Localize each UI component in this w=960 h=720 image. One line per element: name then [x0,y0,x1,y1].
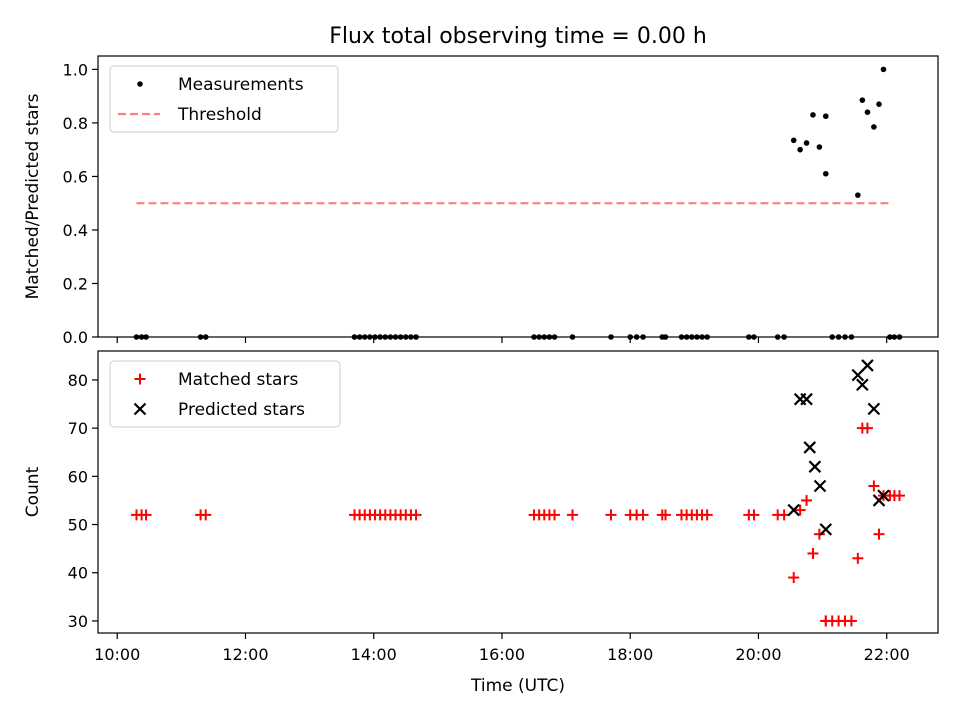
matched-point [794,504,806,516]
y-tick-label: 70 [68,419,88,438]
chart-title: Flux total observing time = 0.00 h [329,24,707,49]
predicted-point [851,368,865,382]
x-tick-label: 14:00 [351,645,397,664]
y-tick-label: 80 [68,371,88,390]
measurement-point [876,101,882,107]
plot-frame [97,55,939,338]
x-b [861,359,874,372]
predicted-point [813,479,827,493]
x-b [800,392,813,406]
measurement-point [855,192,861,198]
matched-point [868,480,880,492]
x-b [813,479,827,493]
y-tick-label: 1.0 [63,60,88,79]
matched-point [748,509,760,521]
y-tick-label: 60 [68,467,88,486]
y-axis-label: Matched/Predicted stars [23,93,43,299]
matched-point [861,422,873,434]
x-b [803,441,817,454]
matched-point [813,528,825,540]
y-tick-label: 0.6 [63,167,88,186]
predicted-point [819,523,833,536]
measurement-point [864,109,871,115]
measurement-point [816,144,823,150]
y-axis-label: Count [23,466,43,517]
series-matched-stars [130,422,906,627]
plot-frame [97,350,939,634]
x-b [856,378,869,392]
predicted-point [856,378,869,392]
legend-marker [133,402,147,416]
legend: Measurements Threshold [109,65,339,133]
matched-point [845,615,857,627]
x-axis-label: Time (UTC) [470,676,565,696]
matched-point [637,509,649,521]
x-tick-label: 10:00 [94,645,140,664]
x-b [851,368,865,382]
legend-box [109,65,339,133]
legend-label: Measurements [178,75,304,95]
x-b [819,523,833,536]
measurement-point [859,97,866,103]
measurement-point [880,66,887,73]
predicted-point [861,359,874,372]
predicted-point [787,503,801,517]
x-b [787,503,801,517]
matched-point [807,547,819,559]
matched-point [788,572,800,584]
measurement-point [803,140,810,146]
matched-point [605,509,617,521]
ratio-panel: 0.0 0.2 0.4 0.6 0.8 1.0 Matched/Predicted star… [23,55,939,347]
measurement-point [822,170,829,177]
matched-point [567,509,579,521]
y-tick-label: 0.8 [63,114,88,133]
y-tick-label: 30 [68,612,88,631]
measurement-point [790,137,797,144]
x-tick-label: 12:00 [222,645,268,664]
y-tick-label: 0.4 [63,221,88,240]
measurement-point [797,146,803,153]
matched-point [410,509,422,521]
legend: Matched stars Predicted stars [109,360,341,428]
measurement-point [871,124,877,130]
legend-label: Threshold [177,105,262,125]
series-predicted-stars [787,359,890,536]
matched-point [200,509,212,521]
x-tick-label: 16:00 [479,645,525,664]
legend-marker [134,373,146,385]
count-panel: 30 40 50 60 70 80 10:00 12:00 14:00 16:00 18:00 20:… [23,350,939,696]
x-b [808,460,822,473]
x-b [133,402,147,416]
legend-label: Matched stars [178,370,298,390]
x-b [867,402,881,416]
measurement-point [822,113,829,120]
legend-label: Predicted stars [178,400,305,420]
predicted-point [808,460,822,473]
y-tick-label: 50 [68,516,88,535]
x-tick-label: 18:00 [607,645,653,664]
matched-point [659,509,671,521]
matched-point [549,509,561,521]
x-b [877,489,890,502]
matched-point [852,552,864,564]
y-tick-label: 0.2 [63,274,88,293]
x-tick-label: 20:00 [735,645,781,664]
y-tick-label: 0.0 [63,328,88,347]
predicted-point [800,392,813,406]
predicted-point [867,402,881,416]
matched-point [894,490,906,502]
legend-box [109,360,341,428]
matched-point [140,509,152,521]
legend-marker [137,81,143,87]
predicted-point [877,489,890,502]
matched-point [701,509,713,521]
predicted-point [803,441,817,454]
x-tick-label: 22:00 [864,645,910,664]
matched-point [873,528,885,540]
matched-point [801,494,813,506]
measurement-point [810,112,816,118]
y-tick-label: 40 [68,564,88,583]
